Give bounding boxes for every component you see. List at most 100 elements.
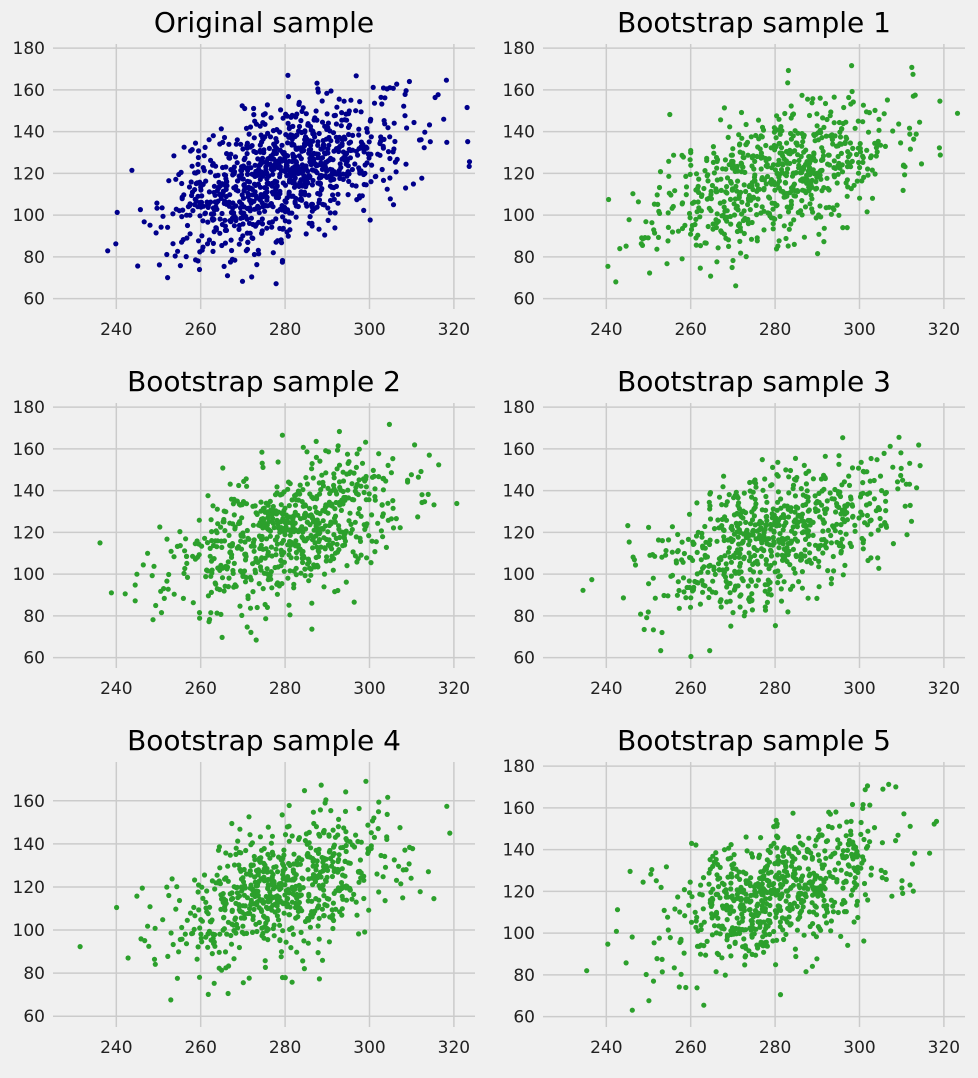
scatter-point: [309, 875, 315, 881]
scatter-point: [937, 152, 943, 158]
scatter-point: [320, 518, 326, 524]
scatter-point: [688, 162, 694, 168]
scatter-point: [771, 512, 777, 518]
scatter-point: [292, 540, 298, 546]
scatter-point: [869, 195, 876, 201]
scatter-point: [246, 160, 252, 166]
scatter-point: [644, 615, 650, 621]
scatter-point: [667, 935, 673, 941]
scatter-point: [806, 112, 813, 119]
scatter-point: [294, 555, 300, 561]
scatter-point: [278, 949, 285, 955]
scatter-point: [739, 918, 745, 924]
scatter-point: [195, 154, 201, 161]
scatter-point: [243, 125, 250, 131]
scatter-point: [279, 974, 286, 981]
scatter-point: [645, 609, 651, 615]
scatter-point: [337, 909, 343, 915]
scatter-point: [294, 858, 300, 864]
scatter-point: [835, 845, 841, 851]
scatter-point: [344, 158, 350, 164]
scatter-point: [307, 924, 313, 930]
scatter-point: [332, 210, 338, 216]
scatter-point: [218, 183, 224, 189]
scatter-point: [748, 577, 754, 583]
x-tick-label: 240: [100, 679, 132, 699]
scatter-point: [359, 193, 365, 199]
scatter-point: [702, 168, 708, 174]
scatter-point: [313, 438, 319, 444]
scatter-point: [869, 167, 875, 173]
scatter-point: [326, 832, 332, 838]
scatter-point: [724, 902, 730, 909]
scatter-point: [276, 881, 283, 887]
scatter-point: [220, 565, 226, 571]
scatter-point: [871, 477, 877, 484]
scatter-series: [580, 434, 923, 660]
scatter-point: [307, 522, 313, 528]
scatter-point: [605, 941, 611, 947]
scatter-point: [872, 171, 878, 177]
scatter-point: [777, 919, 784, 925]
scatter-point: [677, 939, 683, 946]
scatter-point: [335, 824, 341, 830]
scatter-point: [743, 953, 749, 959]
scatter-point: [334, 171, 340, 177]
scatter-point: [792, 871, 798, 877]
scatter-point: [746, 192, 752, 199]
scatter-point: [865, 828, 871, 834]
scatter-point: [772, 181, 778, 188]
scatter-point: [280, 861, 286, 867]
scatter-point: [247, 574, 253, 580]
scatter-point: [227, 259, 234, 265]
scatter-point: [314, 510, 320, 516]
scatter-point: [804, 172, 810, 178]
scatter-point: [850, 145, 856, 151]
scatter-point: [217, 865, 223, 871]
scatter-point: [776, 905, 782, 911]
scatter-point: [280, 901, 286, 907]
scatter-point: [657, 210, 663, 216]
scatter-point: [213, 528, 219, 534]
scatter-point: [909, 861, 916, 867]
scatter-point: [722, 208, 728, 214]
scatter-point: [302, 128, 308, 134]
y-tick-label: 160: [13, 440, 45, 460]
scatter-point: [758, 133, 764, 139]
scatter-point: [304, 852, 310, 858]
scatter-point: [248, 185, 254, 191]
scatter-point: [730, 931, 737, 937]
scatter-point: [237, 826, 243, 832]
scatter-point: [295, 488, 301, 494]
scatter-point: [863, 109, 870, 115]
scatter-point: [676, 605, 682, 611]
scatter-point: [251, 548, 257, 554]
scatter-point: [385, 462, 391, 468]
scatter-point: [835, 153, 841, 160]
scatter-point: [860, 159, 866, 165]
scatter-point: [728, 536, 734, 542]
scatter-point: [318, 487, 324, 493]
scatter-point: [260, 586, 266, 592]
scatter-point: [778, 874, 785, 880]
scatter-point: [768, 177, 775, 183]
scatter-point: [334, 447, 341, 453]
scatter-point: [714, 165, 720, 171]
scatter-point: [854, 178, 860, 184]
scatter-point: [206, 137, 212, 143]
scatter-point: [749, 183, 755, 189]
scatter-point: [895, 486, 901, 492]
scatter-point: [748, 236, 755, 242]
scatter-point: [799, 511, 806, 517]
scatter-point: [227, 852, 233, 858]
scatter-point: [802, 882, 808, 888]
scatter-point: [788, 863, 795, 869]
scatter-point: [867, 839, 873, 845]
scatter-point: [316, 976, 322, 982]
scatter-point: [392, 159, 398, 165]
scatter-point: [216, 965, 222, 971]
scatter-point: [822, 453, 828, 459]
scatter-point: [755, 117, 762, 123]
scatter-point: [255, 867, 261, 873]
scatter-point: [868, 872, 874, 878]
